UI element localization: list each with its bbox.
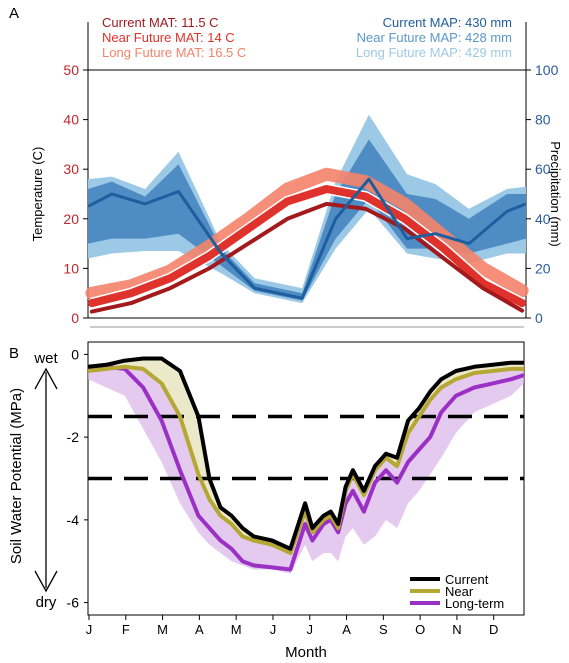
x-tick-label: F [122,622,130,637]
legend-precip-item: Near Future MAP: 428 mm [357,30,512,45]
y-tick-label-right: 80 [535,112,551,128]
swp-line-current [87,356,524,551]
y-axis-label: Soil Water Potential (MPa) [8,388,25,564]
y-tick-label-left: 30 [63,161,79,177]
y-tick-label-left: 40 [63,112,79,128]
y-tick-label: 0 [71,346,79,362]
legend-temp-item: Near Future MAT: 14 C [102,30,235,45]
x-tick-label: N [452,622,461,637]
y-tick-label-right: 60 [535,161,551,177]
y-tick-label-right: 20 [535,260,551,276]
long-term-range-band [88,366,524,574]
y-tick-label-right: 0 [535,310,543,326]
x-tick-label: J [307,622,314,637]
dry-annotation: dry [36,594,57,611]
legend-label: Long-term [445,596,504,611]
y-tick-label-left: 50 [63,62,79,78]
legend-label: Near [445,584,474,599]
y-tick-label-right: 100 [535,62,559,78]
y-tick-label: -6 [67,595,80,611]
x-tick-label: O [415,622,425,637]
panel-b-label: B [9,345,19,362]
swp-line-long-term [87,364,525,572]
y-tick-label-left: 0 [71,310,79,326]
wet-annotation: wet [33,350,58,367]
dry-arrow-head [34,570,58,593]
x-tick-label: A [195,622,204,637]
y-axis-label-left: Temperature (C) [30,147,45,242]
y-axis-label-right: Precipitation (mm) [548,141,563,246]
swp-line-near [87,364,524,555]
x-tick-label: M [157,622,168,637]
y-tick-label: -4 [67,512,80,528]
legend-precip-item: Current MAP: 430 mm [383,15,512,30]
legend-label: Current [445,572,489,587]
wet-arrow-head [34,367,58,390]
panel-a: 0 10 20 30 40 50 0 20 40 60 80 100 Temperature (C) Pr… [30,15,563,328]
precip-band-near [88,139,526,301]
x-tick-label: M [231,622,242,637]
x-tick-label: J [86,622,93,637]
legend-temp-item: Long Future MAT: 16.5 C [102,45,246,60]
y-tick-label-left: 20 [63,211,79,227]
y-tick-label: -2 [67,429,80,445]
panel-a-label: A [9,5,19,22]
x-axis-label: Month [285,644,327,661]
temp-line-long [85,167,529,300]
x-tick-label: A [342,622,351,637]
x-tick-label: J [270,622,277,637]
precip-line-current [87,177,527,300]
y-tick-label-left: 10 [63,260,79,276]
panel-b: -6 -4 -2 0 J F M A M J J A S O N D Month Soil Water Poten… [8,341,525,661]
legend-precip-item: Long Future MAP: 429 mm [356,45,512,60]
legend-temp-item: Current MAT: 11.5 C [102,15,219,30]
y-tick-label-right: 40 [535,211,551,227]
temp-line-near [87,185,527,308]
x-tick-label: D [489,622,498,637]
temp-line-current [89,201,525,314]
x-tick-label: S [379,622,388,637]
